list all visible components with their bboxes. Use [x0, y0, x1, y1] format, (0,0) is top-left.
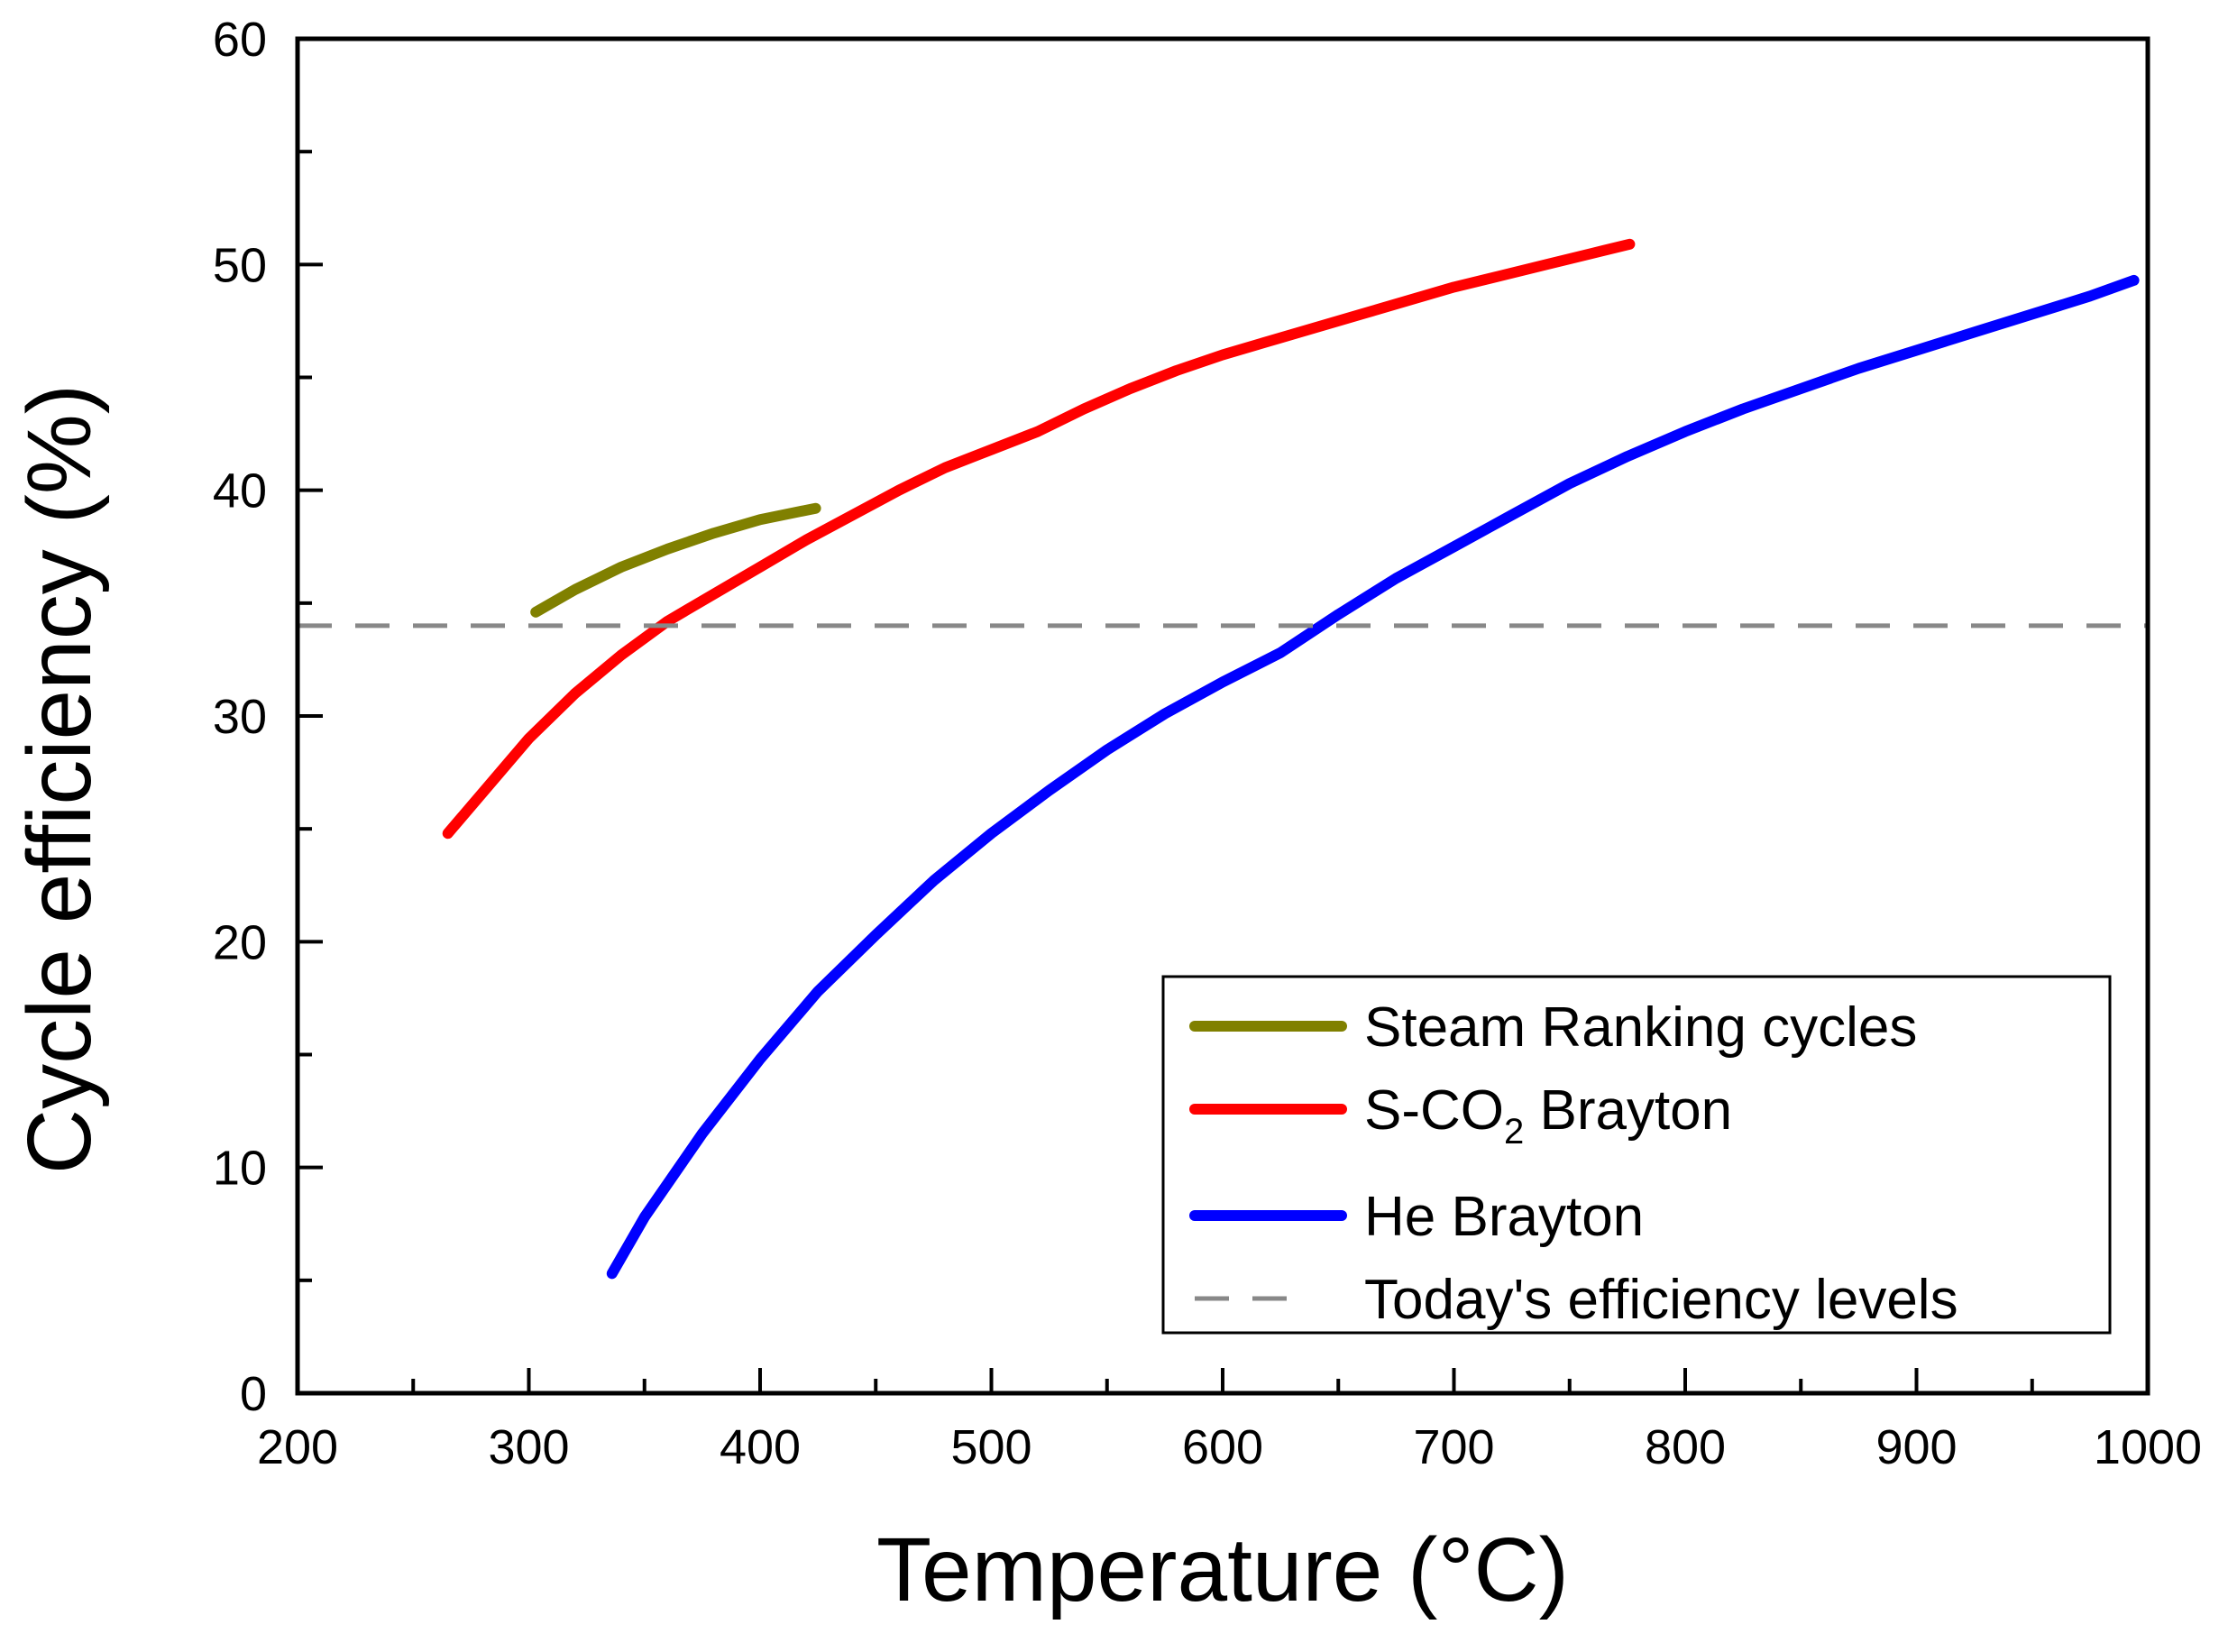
- y-tick-label: 10: [213, 1142, 267, 1196]
- x-tick-label: 900: [1875, 1420, 1957, 1474]
- series-line-he-brayton: [606, 274, 2140, 1280]
- legend-label: He Brayton: [1364, 1186, 1644, 1248]
- legend: Steam Ranking cycles S-CO2 Brayton He Bray…: [1161, 975, 2112, 1335]
- legend-label: Today's efficiency levels: [1364, 1269, 1958, 1331]
- y-axis-title: Cycle efficiency (%): [9, 384, 110, 1174]
- x-tick-label: 500: [950, 1420, 1032, 1474]
- y-tick-label: 20: [213, 915, 267, 969]
- y-tick-label: 0: [240, 1367, 267, 1421]
- y-tick-label: 60: [213, 13, 267, 67]
- y-tick-label: 40: [213, 464, 267, 519]
- series-layer: [298, 238, 2148, 1280]
- legend-entries: Steam Ranking cycles S-CO2 Brayton He Bray…: [1189, 996, 1958, 1331]
- y-tick-label: 50: [213, 238, 267, 292]
- x-tick-label: 800: [1645, 1420, 1726, 1474]
- x-tick-label: 200: [257, 1420, 338, 1474]
- x-tick-label: 300: [488, 1420, 569, 1474]
- x-axis-title: Temperature (°C): [876, 1519, 1569, 1620]
- y-tick-labels: 0 10 20 30 40 50 60: [213, 13, 267, 1421]
- legend-entry: He Brayton: [1189, 1186, 1644, 1248]
- y-tick-label: 30: [213, 690, 267, 744]
- x-tick-label: 400: [720, 1420, 801, 1474]
- x-tick-labels: 200 300 400 500 600 700 800 900 1000: [257, 1420, 2202, 1474]
- series-line-s-co2-brayton: [442, 238, 1636, 840]
- plot-frame: [295, 36, 2150, 1396]
- series-line-steam-ranking-cycles: [530, 502, 821, 618]
- legend-box: [1161, 975, 2112, 1335]
- x-tick-label: 1000: [2094, 1420, 2202, 1474]
- legend-entry: Steam Ranking cycles: [1189, 996, 1917, 1059]
- x-tick-label: 700: [1413, 1420, 1494, 1474]
- legend-entry: S-CO2 Brayton: [1189, 1079, 1732, 1152]
- legend-entry: Today's efficiency levels: [1195, 1269, 1958, 1331]
- x-tick-label: 600: [1182, 1420, 1263, 1474]
- legend-label: Steam Ranking cycles: [1364, 996, 1917, 1059]
- legend-label: S-CO2 Brayton: [1364, 1079, 1732, 1152]
